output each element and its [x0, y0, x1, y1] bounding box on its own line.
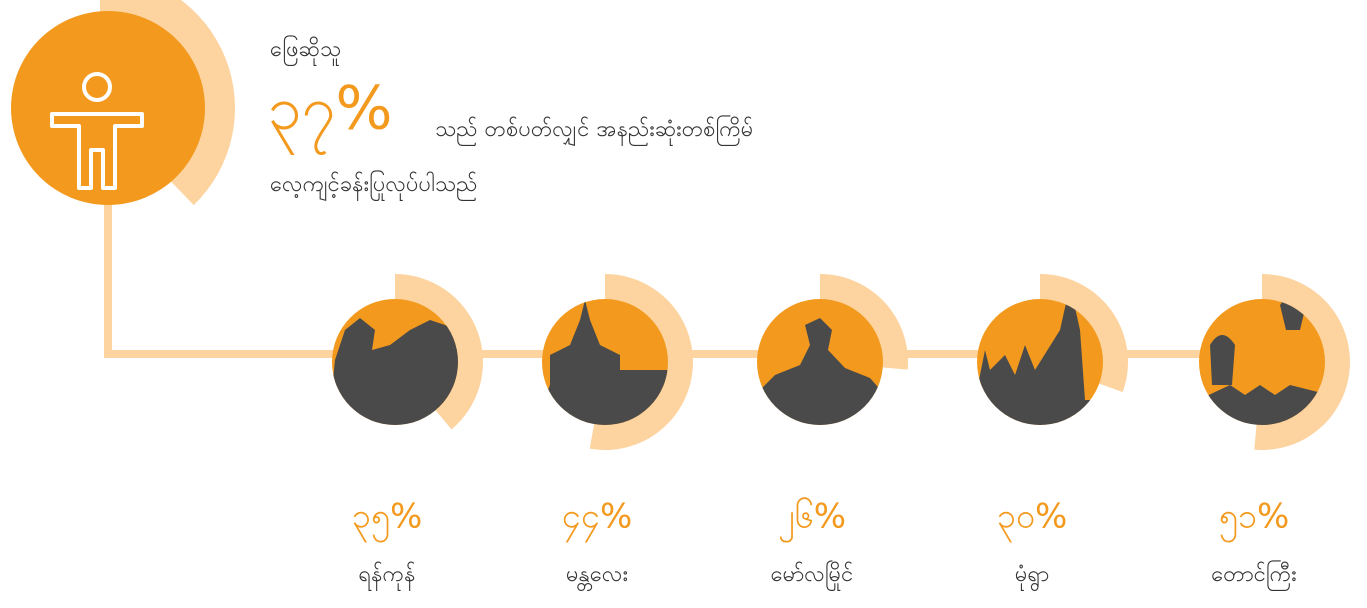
header-percent: ၃၇% — [268, 74, 393, 155]
city-name: ရန်ကုန် — [359, 561, 416, 591]
city-name: တောင်ကြီး — [1211, 560, 1296, 591]
infographic: ဖြေဆိုသူ ၃၇% သည် တစ်ပတ်လျှင် အနည်းဆုံးတစ… — [0, 0, 1367, 608]
city-name: မုံရွာ — [1015, 562, 1049, 592]
header-line: သည် တစ်ပတ်လျှင် အနည်းဆုံးတစ်ကြိမ် — [435, 115, 753, 146]
city-percent: ၂၆% — [778, 497, 846, 543]
city-percent: ၅၁% — [1219, 497, 1290, 543]
header-line: လေ့ကျင့်ခန်းပြုလုပ်ပါသည် — [270, 170, 477, 201]
city-name: မန္တလေး — [566, 562, 628, 591]
city-name: မော်လမြိုင် — [771, 560, 854, 591]
person-icon — [11, 11, 205, 205]
city-percent: ၄၄% — [562, 497, 633, 543]
header-label: ဖြေဆိုသူ — [270, 35, 341, 66]
city-percent: ၃၀% — [997, 497, 1068, 543]
city-percent: ၃၅% — [352, 497, 423, 543]
city-icon — [755, 299, 885, 430]
